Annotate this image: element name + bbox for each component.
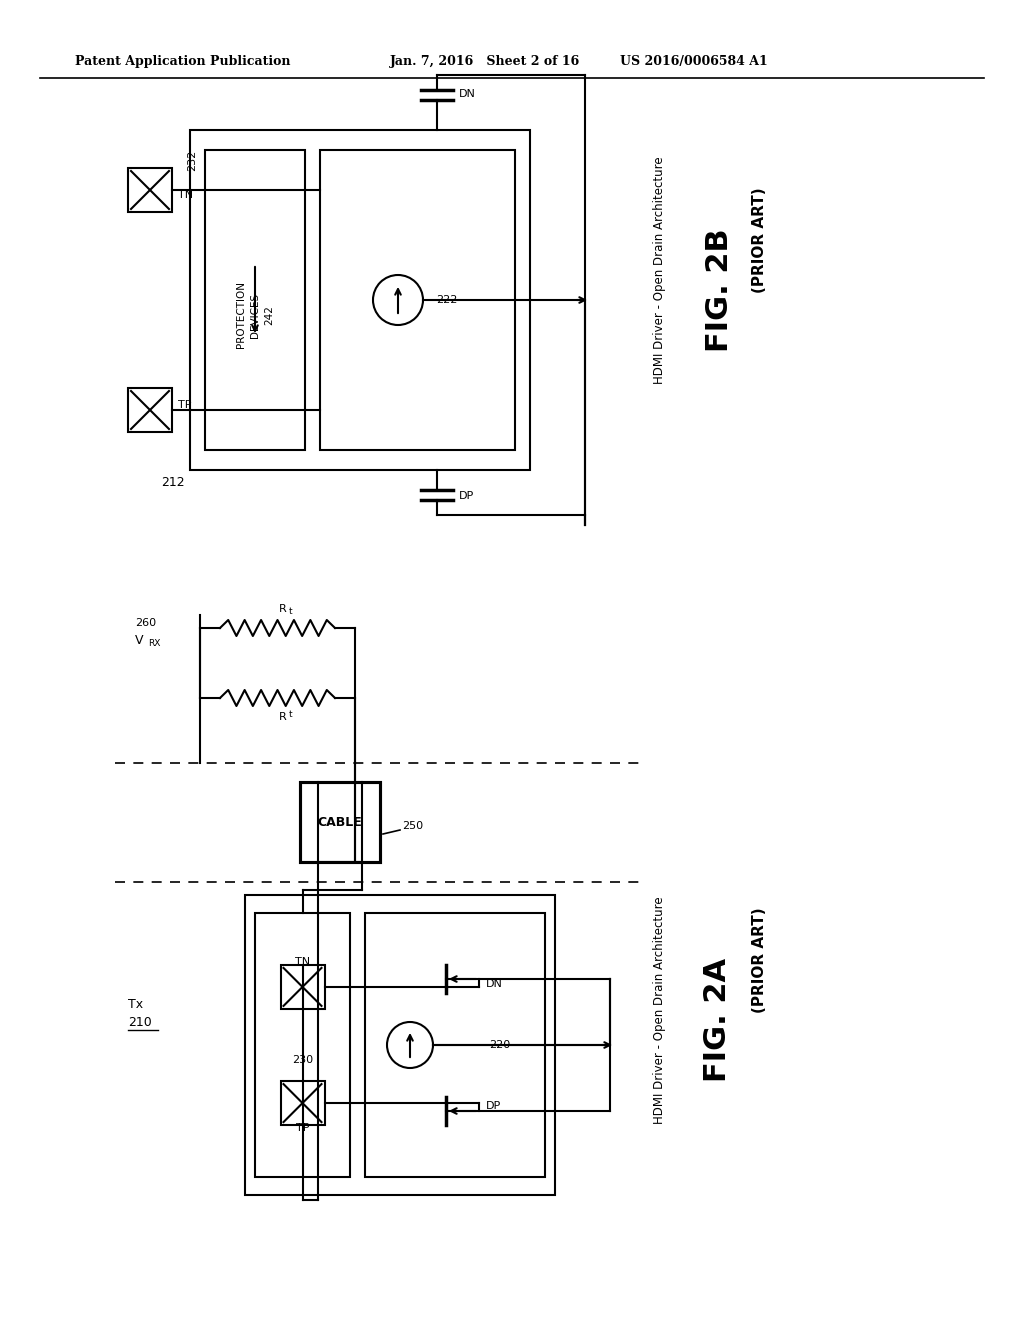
Bar [281, 965, 325, 1008]
Text: TP: TP [296, 1123, 309, 1133]
Text: TN: TN [295, 957, 310, 968]
Text: (PRIOR ART): (PRIOR ART) [753, 187, 768, 293]
Text: TP: TP [178, 400, 191, 411]
Text: V: V [135, 634, 143, 647]
Text: DN: DN [459, 88, 476, 99]
Bar [300, 781, 380, 862]
Bar [365, 913, 545, 1177]
Text: DN: DN [486, 979, 503, 989]
Text: R: R [279, 711, 287, 722]
Text: 230: 230 [292, 1055, 313, 1065]
Text: t: t [289, 607, 292, 616]
Text: 222: 222 [436, 294, 458, 305]
Text: US 2016/0006584 A1: US 2016/0006584 A1 [620, 55, 768, 69]
Text: R: R [279, 605, 287, 614]
Text: PROTECTION
DEVICES
242: PROTECTION DEVICES 242 [236, 281, 274, 348]
Text: FIG. 2B: FIG. 2B [706, 228, 734, 352]
Bar [281, 1081, 325, 1125]
Text: 210: 210 [128, 1015, 152, 1028]
Text: 212: 212 [162, 475, 185, 488]
Text: 260: 260 [135, 618, 156, 628]
Text: RX: RX [148, 639, 161, 648]
Text: Patent Application Publication: Patent Application Publication [75, 55, 291, 69]
Bar [205, 150, 305, 450]
Text: TN: TN [178, 190, 194, 201]
Bar [128, 168, 172, 213]
Text: Jan. 7, 2016   Sheet 2 of 16: Jan. 7, 2016 Sheet 2 of 16 [390, 55, 581, 69]
Text: 250: 250 [402, 821, 423, 832]
Bar [255, 913, 350, 1177]
Text: DP: DP [459, 491, 474, 502]
Text: t: t [289, 710, 292, 719]
Bar [319, 150, 515, 450]
Text: HDMI Driver - Open Drain Architecture: HDMI Driver - Open Drain Architecture [653, 896, 667, 1123]
Text: DP: DP [486, 1101, 502, 1111]
Text: Tx: Tx [128, 998, 143, 1011]
Bar [128, 388, 172, 432]
Text: (PRIOR ART): (PRIOR ART) [753, 907, 768, 1012]
Bar [245, 895, 555, 1195]
Text: FIG. 2A: FIG. 2A [703, 958, 732, 1082]
Text: CABLE: CABLE [317, 816, 362, 829]
Text: 220: 220 [489, 1040, 511, 1049]
Text: HDMI Driver - Open Drain Architecture: HDMI Driver - Open Drain Architecture [653, 156, 667, 384]
Text: 232: 232 [187, 149, 197, 170]
Bar [190, 129, 530, 470]
